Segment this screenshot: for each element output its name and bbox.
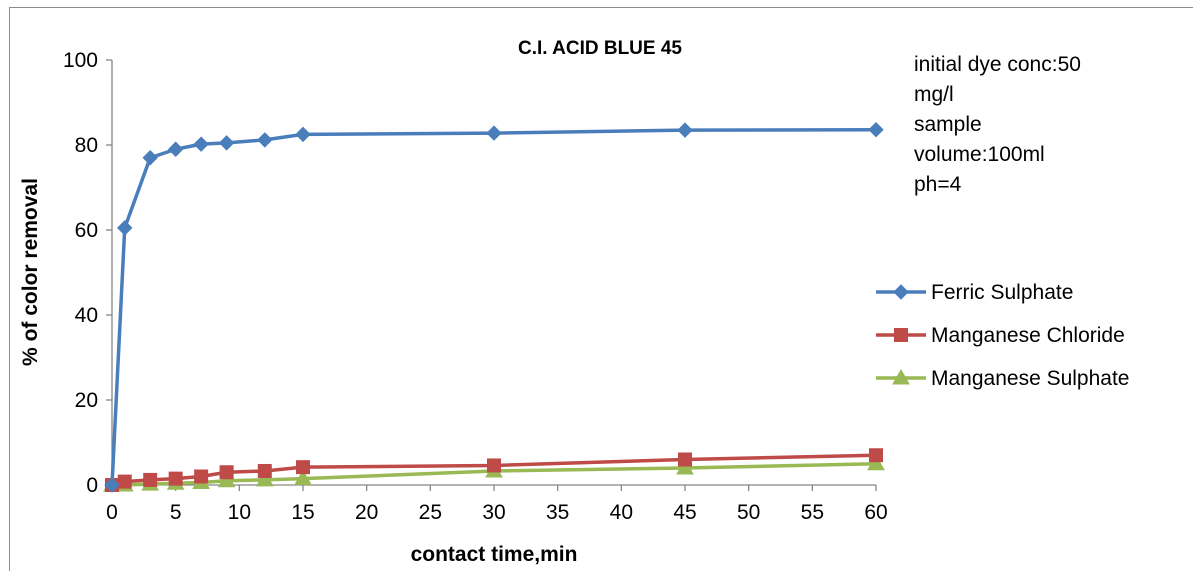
- x-tick-label: 45: [673, 501, 696, 524]
- annotation-line: initial dye conc:50: [914, 53, 1081, 76]
- x-tick-label: 0: [106, 501, 118, 524]
- data-point: [295, 126, 311, 143]
- legend-marker: [893, 284, 909, 300]
- data-point: [143, 472, 158, 487]
- y-tick-label: 40: [75, 304, 98, 327]
- data-point: [869, 448, 883, 463]
- x-tick-label: 10: [228, 501, 251, 524]
- data-point: [218, 135, 235, 151]
- data-point: [104, 477, 120, 493]
- data-point: [117, 220, 133, 236]
- x-axis-title: contact time,min: [411, 543, 578, 566]
- x-tick-label: 60: [864, 501, 887, 524]
- x-tick-label: 25: [419, 501, 442, 524]
- data-point: [219, 465, 234, 480]
- legend-label: Ferric Sulphate: [931, 281, 1073, 304]
- data-point: [868, 121, 884, 138]
- x-tick-label: 20: [355, 501, 378, 524]
- legend-marker: [894, 328, 908, 342]
- y-tick-label: 20: [75, 389, 98, 412]
- data-point: [487, 458, 501, 473]
- data-point: [867, 454, 885, 471]
- annotation-line: mg/l: [914, 83, 954, 106]
- annotation-line: volume:100ml: [914, 143, 1045, 166]
- legend: Ferric Sulphate Manganese Chloride Mangane…: [876, 281, 1130, 390]
- data-point: [486, 125, 502, 141]
- data-point: [296, 460, 310, 475]
- data-point: [193, 136, 209, 152]
- annotation-line: ph=4: [914, 173, 962, 196]
- y-tick-label: 0: [86, 474, 98, 497]
- data-point: [677, 122, 693, 138]
- annotation-line: sample: [914, 113, 982, 136]
- x-tick-label: 35: [546, 501, 569, 524]
- legend-marker: [892, 368, 910, 385]
- data-point: [257, 463, 272, 478]
- annotation: initial dye conc:50 mg/l sample volume:1…: [914, 53, 1081, 196]
- data-point: [676, 458, 694, 475]
- data-point: [255, 470, 274, 487]
- data-point: [142, 150, 158, 166]
- chart-title: C.I. ACID BLUE 45: [518, 38, 682, 59]
- x-tick-label: 40: [610, 501, 633, 524]
- x-tick-label: 5: [170, 501, 182, 524]
- legend-item: Manganese Chloride: [876, 324, 1125, 347]
- data-point: [194, 469, 209, 484]
- x-tick-label: 15: [291, 501, 314, 524]
- series-layer: [103, 121, 885, 493]
- data-point: [168, 471, 183, 486]
- data-point: [117, 474, 132, 489]
- y-tick-label: 60: [75, 219, 98, 242]
- y-axis-title: % of color removal: [19, 178, 42, 366]
- legend-label: Manganese Sulphate: [931, 367, 1130, 390]
- data-point: [167, 141, 184, 157]
- series-ferric-sulphate: [104, 121, 884, 493]
- data-point: [217, 471, 236, 488]
- x-tick-label: 50: [737, 501, 760, 524]
- chart-frame: [9, 7, 1193, 571]
- x-tick-label: 55: [801, 501, 824, 524]
- legend-item: Ferric Sulphate: [876, 281, 1073, 304]
- legend-item: Manganese Sulphate: [876, 367, 1130, 390]
- y-tick-label: 80: [75, 134, 98, 157]
- x-tick-label: 30: [482, 501, 505, 524]
- axes: 0 20 40 60 80 100 0 5 10 15 20 25 30 35 40 45 50 55 60: [63, 49, 888, 524]
- data-point: [678, 452, 692, 467]
- data-point: [257, 132, 273, 148]
- data-point: [294, 469, 312, 486]
- legend-label: Manganese Chloride: [931, 324, 1125, 347]
- y-tick-label: 100: [63, 49, 98, 72]
- series-line: [110, 127, 877, 486]
